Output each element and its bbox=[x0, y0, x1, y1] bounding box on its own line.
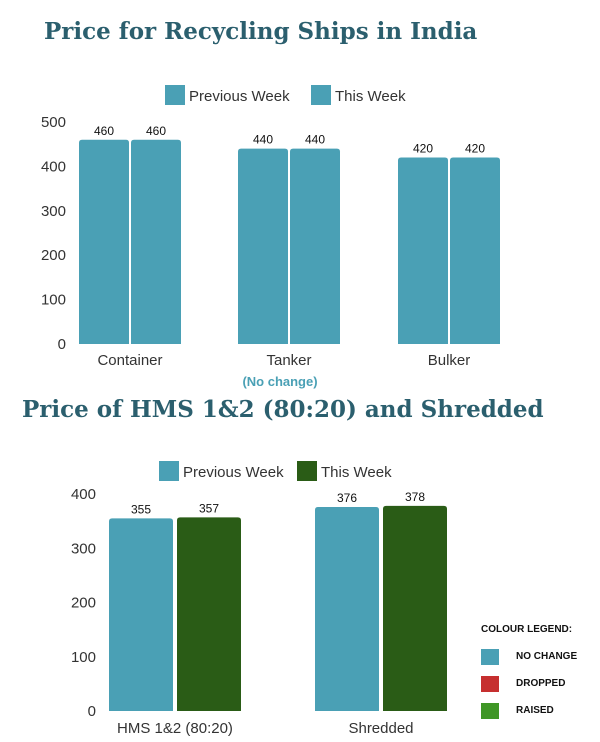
chart2-bar bbox=[177, 517, 241, 711]
chart1-legend-label-previous-week: Previous Week bbox=[189, 88, 290, 105]
chart1-data-label: 440 bbox=[305, 133, 325, 147]
chart2-title: Price of HMS 1&2 (80:20) and Shredded bbox=[22, 396, 544, 423]
chart2-bar bbox=[109, 518, 173, 711]
chart1-y-tick: 100 bbox=[41, 292, 66, 309]
chart2-data-label: 357 bbox=[199, 501, 219, 515]
chart1-y-tick: 500 bbox=[41, 114, 66, 131]
chart1-category-label: Bulker bbox=[428, 352, 471, 369]
no-change-label: NO CHANGE bbox=[516, 651, 578, 662]
chart2-bar bbox=[315, 507, 379, 711]
chart1-legend-swatch-previous-week bbox=[165, 85, 185, 105]
chart1-data-label: 440 bbox=[253, 133, 273, 147]
chart2-category-label: Shredded bbox=[348, 720, 413, 737]
chart2-y-tick: 0 bbox=[88, 703, 96, 720]
chart2-data-label: 355 bbox=[131, 502, 151, 516]
chart1-bar bbox=[450, 157, 500, 344]
dropped-swatch bbox=[481, 675, 499, 692]
chart2-category-label: HMS 1&2 (80:20) bbox=[117, 720, 233, 737]
chart2-legend-label-this-week: This Week bbox=[321, 464, 392, 481]
chart1-bar bbox=[79, 139, 129, 344]
chart2-y-tick: 100 bbox=[71, 649, 96, 666]
colour-legend: COLOUR LEGEND: NO CHANGE DROPPED RAISED bbox=[481, 624, 596, 729]
raised-label: RAISED bbox=[516, 705, 554, 716]
chart1-data-label: 460 bbox=[146, 124, 166, 138]
chart1-category-label: Container bbox=[97, 352, 162, 369]
chart1-y-tick: 400 bbox=[41, 158, 66, 175]
colour-legend-item-no-change: NO CHANGE bbox=[481, 648, 596, 665]
chart1-legend-label-this-week: This Week bbox=[335, 88, 406, 105]
chart2-legend-swatch-this-week bbox=[297, 461, 317, 481]
chart1-data-label: 420 bbox=[413, 142, 433, 156]
chart1-y-tick: 0 bbox=[58, 336, 66, 353]
chart2-y-tick: 200 bbox=[71, 595, 96, 612]
chart1-category-label: Tanker bbox=[266, 352, 311, 369]
raised-swatch bbox=[481, 702, 499, 719]
chart1-y-tick: 300 bbox=[41, 203, 66, 220]
chart2-y-tick: 300 bbox=[71, 540, 96, 557]
chart2-y-tick: 400 bbox=[71, 486, 96, 503]
chart1-y-tick: 200 bbox=[41, 247, 66, 264]
chart1-title: Price for Recycling Ships in India bbox=[44, 18, 478, 45]
chart2-legend-swatch-previous-week bbox=[159, 461, 179, 481]
chart1-legend-swatch-this-week bbox=[311, 85, 331, 105]
colour-legend-item-dropped: DROPPED bbox=[481, 675, 596, 692]
chart1-annotation: (No change) bbox=[242, 374, 317, 389]
chart1-data-label: 460 bbox=[94, 124, 114, 138]
dropped-label: DROPPED bbox=[516, 678, 566, 689]
chart1-data-label: 420 bbox=[465, 142, 485, 156]
chart2-bar bbox=[383, 505, 447, 711]
chart2-data-label: 376 bbox=[337, 491, 357, 505]
chart1-bar bbox=[398, 157, 448, 344]
chart2-data-label: 378 bbox=[405, 490, 425, 504]
colour-legend-title: COLOUR LEGEND: bbox=[481, 624, 573, 635]
colour-legend-item-raised: RAISED bbox=[481, 702, 596, 719]
chart2-legend-label-previous-week: Previous Week bbox=[183, 464, 284, 481]
chart1-bar bbox=[131, 139, 181, 344]
no-change-swatch bbox=[481, 648, 499, 665]
chart1-bar bbox=[238, 148, 288, 344]
chart1-bar bbox=[290, 148, 340, 344]
